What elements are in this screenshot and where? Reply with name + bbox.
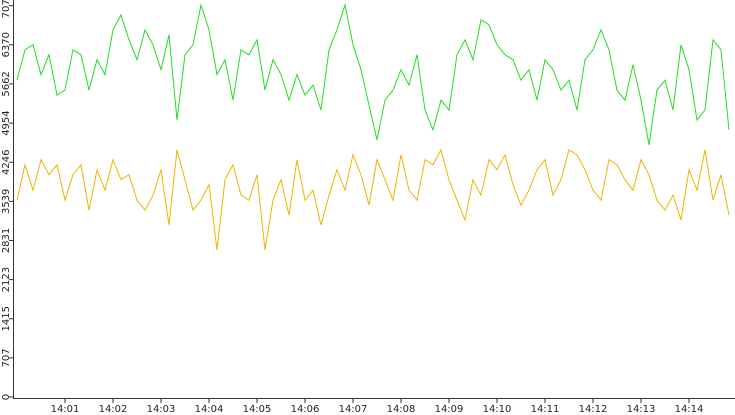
y-tick-label: 4246 [1, 150, 12, 175]
x-tick-label: 14:10 [483, 404, 512, 415]
x-tick-label: 14:06 [291, 404, 320, 415]
y-tick-label: 0 [1, 394, 12, 400]
x-tick-label: 14:03 [147, 404, 176, 415]
x-tick-label: 14:05 [243, 404, 272, 415]
x-tick-label: 14:07 [339, 404, 368, 415]
y-tick-label: 7078 [1, 0, 12, 18]
y-tick-label: 2831 [1, 228, 12, 253]
x-tick-label: 14:11 [531, 404, 560, 415]
x-tick-label: 14:09 [435, 404, 464, 415]
x-tick-label: 14:02 [99, 404, 128, 415]
series-line [16, 148, 730, 251]
x-tick-label: 14:14 [675, 404, 704, 415]
x-tick-label: 14:08 [387, 404, 416, 415]
x-tick-label: 14:12 [579, 404, 608, 415]
y-tick-label: 2123 [1, 267, 12, 292]
x-tick-label: 14:13 [627, 404, 656, 415]
x-tick-label: 14:04 [195, 404, 224, 415]
y-tick-label: 6370 [1, 32, 12, 57]
x-tick-label: 14:01 [51, 404, 80, 415]
y-tick-label: 5662 [1, 71, 12, 96]
y-tick-label: 3539 [1, 189, 12, 214]
series-line [16, 2, 730, 145]
y-tick-label: 707 [1, 348, 12, 367]
y-tick-label: 4954 [1, 110, 12, 135]
y-tick-label: 1415 [1, 306, 12, 331]
